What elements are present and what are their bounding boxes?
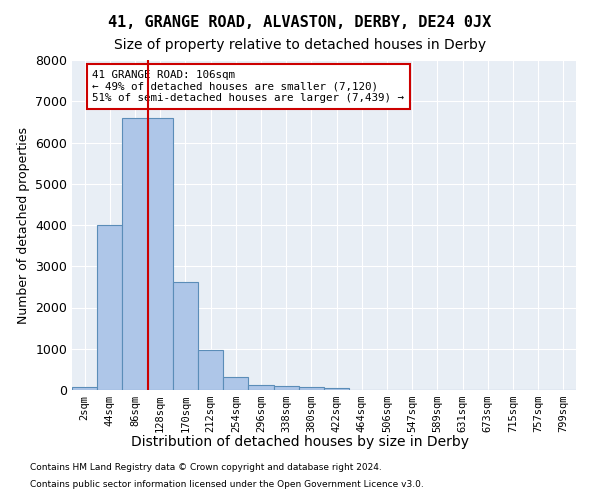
Bar (148, 118, 173, 390)
Text: Contains public sector information licensed under the Open Government Licence v3: Contains public sector information licen… (30, 480, 424, 489)
Y-axis label: Number of detached properties: Number of detached properties (17, 126, 29, 324)
Text: Distribution of detached houses by size in Derby: Distribution of detached houses by size … (131, 435, 469, 449)
Text: 41 GRANGE ROAD: 106sqm
← 49% of detached houses are smaller (7,120)
51% of semi-: 41 GRANGE ROAD: 106sqm ← 49% of detached… (92, 70, 404, 103)
Bar (198, 350, 223, 390)
Bar (122, 118, 148, 390)
Bar (248, 384, 274, 390)
Text: Contains HM Land Registry data © Crown copyright and database right 2024.: Contains HM Land Registry data © Crown c… (30, 464, 382, 472)
Bar (72, 387, 97, 390)
Bar (274, 386, 299, 390)
Bar (223, 377, 248, 390)
Bar (299, 387, 324, 390)
Bar (324, 388, 349, 390)
Bar (97, 225, 122, 390)
Bar (173, 282, 198, 390)
Text: 41, GRANGE ROAD, ALVASTON, DERBY, DE24 0JX: 41, GRANGE ROAD, ALVASTON, DERBY, DE24 0… (109, 15, 491, 30)
Text: Size of property relative to detached houses in Derby: Size of property relative to detached ho… (114, 38, 486, 52)
